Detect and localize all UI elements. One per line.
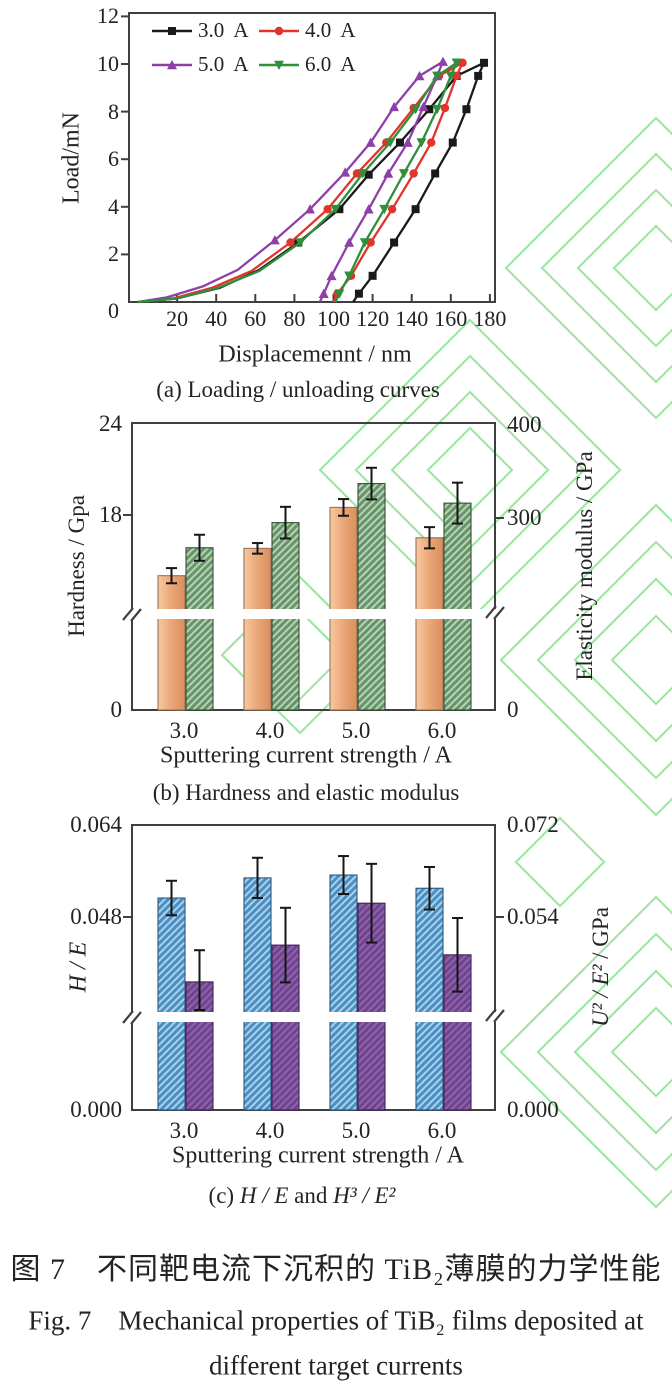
bar-4.0-left — [243, 877, 272, 1111]
marker-triangle-up — [437, 56, 448, 66]
marker-triangle-up — [326, 270, 337, 281]
marker-triangle-up — [340, 167, 351, 177]
marker-triangle-up — [383, 168, 394, 178]
axis-break-band — [129, 1012, 498, 1022]
bar-6.0-left — [415, 887, 444, 1111]
a-plot-frame — [128, 12, 496, 303]
watermark-diamond — [540, 152, 672, 384]
series-curve-6.0-A — [137, 61, 458, 304]
marker-square — [395, 138, 404, 147]
marker-triangle-up — [418, 101, 429, 112]
marker-triangle-down — [416, 138, 427, 148]
axis-break-mark — [122, 607, 134, 621]
marker-triangle-up — [389, 101, 400, 112]
marker-square — [390, 238, 399, 247]
c-plot-frame — [131, 824, 496, 1111]
marker-triangle-down — [330, 204, 341, 215]
marker-triangle-down — [432, 71, 443, 81]
watermark-diamond — [573, 969, 672, 1135]
marker-square — [462, 105, 471, 114]
watermark-diamond — [610, 1006, 672, 1098]
marker-triangle-down — [451, 58, 462, 68]
marker-triangle-down — [274, 60, 284, 70]
axis-break-mark — [130, 1011, 142, 1025]
bar-3.0-left — [157, 897, 186, 1111]
marker-triangle-down — [334, 289, 345, 299]
series-curve-4.0-A — [137, 61, 464, 304]
bar-3.0-right — [185, 547, 214, 711]
marker-triangle-up — [363, 204, 374, 214]
marker-triangle-up — [269, 235, 280, 245]
marker-circle — [427, 138, 436, 147]
marker-square — [168, 27, 176, 35]
axis-break-mark — [122, 1010, 134, 1024]
marker-triangle-down — [379, 204, 390, 215]
marker-square — [431, 169, 440, 178]
watermark-diamond — [536, 932, 672, 1172]
marker-triangle-up — [414, 70, 425, 81]
marker-square — [364, 170, 373, 179]
watermark-diamond — [610, 614, 672, 706]
marker-triangle-up — [318, 288, 329, 298]
marker-circle — [274, 26, 284, 36]
watermark-diamond — [499, 503, 672, 817]
bar-5.0-left — [329, 874, 358, 1111]
watermark-diamond — [504, 116, 672, 420]
marker-triangle-down — [357, 169, 368, 179]
marker-triangle-down — [445, 71, 456, 81]
marker-triangle-up — [365, 137, 376, 147]
marker-square — [411, 205, 420, 214]
marker-square — [335, 205, 344, 214]
marker-circle — [387, 204, 397, 214]
axis-break-band — [129, 609, 498, 619]
axis-break-mark — [493, 606, 505, 620]
bar-6.0-left — [415, 537, 444, 711]
series-curve-3.0-A — [137, 61, 486, 304]
axis-break-mark — [485, 605, 497, 619]
marker-square — [425, 105, 434, 114]
series-curve-5.0-A — [137, 60, 445, 304]
marker-square — [480, 58, 489, 67]
axis-break-mark — [485, 1008, 497, 1022]
marker-square — [368, 271, 377, 280]
axis-break-mark — [493, 1009, 505, 1023]
watermark-diamond — [499, 895, 672, 1209]
bar-6.0-right — [443, 502, 472, 711]
marker-square — [474, 71, 483, 80]
marker-triangle-down — [344, 271, 355, 281]
marker-triangle-up — [305, 204, 316, 214]
marker-triangle-down — [359, 238, 370, 248]
watermark-diamond — [612, 224, 672, 312]
bar-3.0-left — [157, 575, 186, 711]
watermark-diamond — [573, 577, 672, 743]
marker-circle — [323, 204, 332, 214]
marker-square — [448, 138, 457, 147]
b-plot-frame — [131, 422, 496, 711]
marker-triangle-down — [410, 104, 421, 115]
marker-circle — [409, 169, 418, 178]
marker-triangle-up — [167, 60, 177, 70]
marker-circle — [440, 103, 450, 113]
marker-triangle-down — [295, 238, 306, 248]
watermark-diamond — [536, 540, 672, 780]
marker-square — [354, 289, 363, 298]
bar-4.0-left — [243, 547, 272, 711]
marker-triangle-down — [398, 169, 409, 179]
marker-triangle-up — [344, 237, 355, 247]
bar-5.0-right — [357, 483, 386, 711]
watermark-diamond — [576, 188, 672, 348]
marker-triangle-up — [402, 137, 413, 147]
marker-circle — [286, 238, 295, 247]
bar-5.0-left — [329, 506, 358, 711]
watermark-diamond — [514, 816, 606, 908]
marker-triangle-down — [432, 104, 443, 115]
marker-triangle-down — [385, 138, 396, 148]
axis-break-mark — [130, 608, 142, 622]
